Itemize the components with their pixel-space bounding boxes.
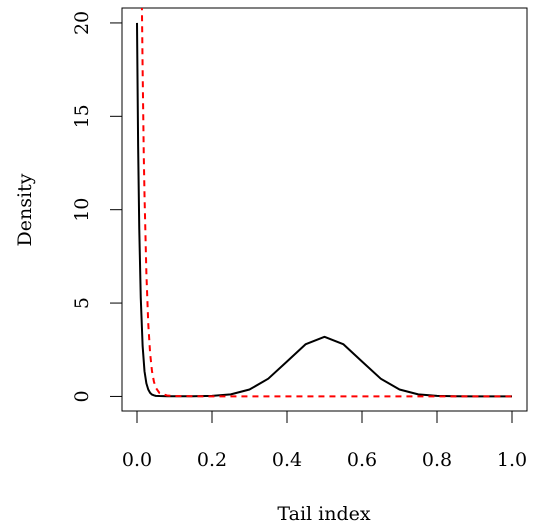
x-tick-label: 0.4 (272, 449, 302, 471)
series-line-2 (140, 8, 512, 398)
y-axis-title: Density (14, 173, 36, 246)
x-tick-label: 0.0 (122, 449, 152, 471)
x-axis: 0.0 0.2 0.4 0.6 0.8 1.0 (122, 410, 527, 471)
y-tick-label: 20 (71, 11, 93, 35)
x-tick-label: 1.0 (497, 449, 527, 471)
series-line-1 (136, 22, 512, 398)
x-axis-title: Tail index (277, 503, 370, 525)
y-tick-label: 15 (71, 104, 93, 128)
y-axis: 0 5 10 15 20 (71, 11, 123, 402)
y-tick-label: 10 (71, 198, 93, 222)
y-tick-label: 0 (71, 390, 93, 402)
y-tick-label: 5 (71, 297, 93, 309)
x-tick-label: 0.6 (347, 449, 377, 471)
x-tick-label: 0.2 (197, 449, 227, 471)
series-layer (136, 8, 512, 398)
plot-frame (121, 7, 528, 412)
x-tick-label: 0.8 (422, 449, 452, 471)
